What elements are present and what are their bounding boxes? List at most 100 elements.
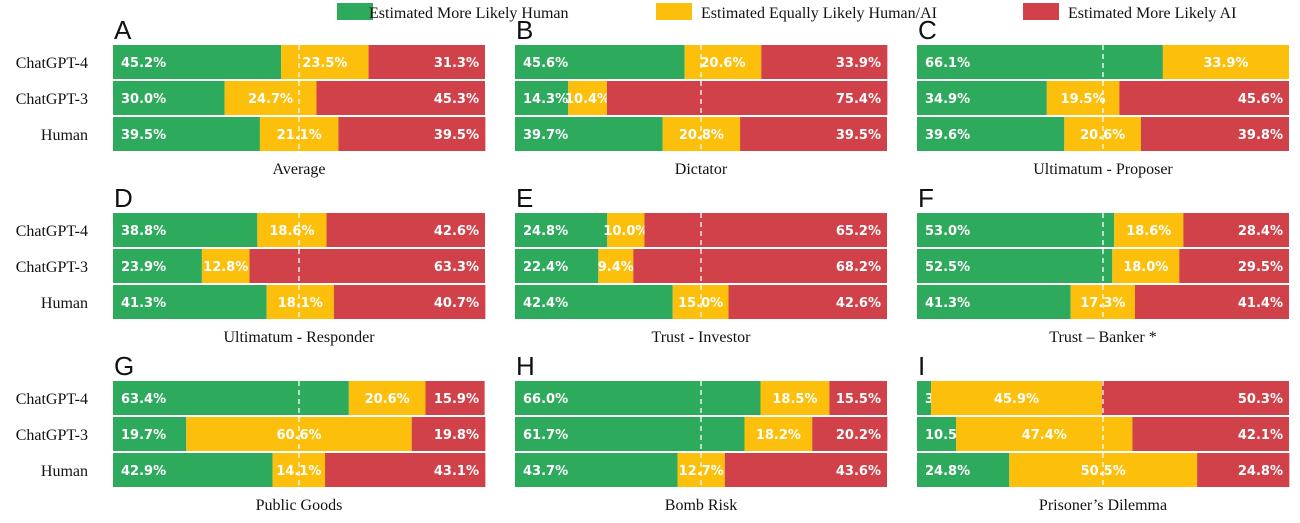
data-label-human: 41.3% <box>925 296 970 311</box>
bar-segment-ai <box>724 453 887 487</box>
data-label-ai: 65.2% <box>836 224 881 239</box>
legend-swatch-equal <box>656 3 692 20</box>
panel-i: I3.8%45.9%50.3%10.5%47.4%42.1%24.8%50.5%… <box>917 351 1290 514</box>
data-label-ai: 43.6% <box>836 464 881 479</box>
row-label: Human <box>41 295 88 312</box>
data-label-human: 14.3% <box>523 92 568 107</box>
data-label-ai: 63.3% <box>434 260 479 275</box>
bar-segment-ai <box>325 453 486 487</box>
bar-segment-ai <box>829 381 887 415</box>
data-label-ai: 33.9% <box>836 56 881 71</box>
data-label-ai: 15.9% <box>434 392 479 407</box>
bar-segment-equal <box>568 81 607 115</box>
bar-segment-ai <box>1119 81 1289 115</box>
bar-segment-human <box>515 117 663 151</box>
panel-letter: B <box>516 15 533 45</box>
panel-e: E24.8%10.0%65.2%22.4%9.4%68.2%42.4%15.0%… <box>515 183 887 346</box>
legend-item-equal: Estimated Equally Likely Human/AI <box>656 3 937 22</box>
bar-segment-human <box>113 45 282 79</box>
row-label: Human <box>41 463 88 480</box>
bar-segment-human <box>515 81 569 115</box>
panel-b: B45.6%20.6%33.9%14.3%10.4%75.4%39.7%20.8… <box>515 15 888 178</box>
bar-segment-human <box>113 249 202 283</box>
bar-segment-ai <box>316 81 485 115</box>
data-label-ai: 28.4% <box>1238 224 1283 239</box>
bar-segment-ai <box>740 117 887 151</box>
bar-segment-human <box>917 45 1163 79</box>
bar-segment-ai <box>411 417 486 451</box>
bar-segment-ai <box>1132 417 1289 451</box>
bar-segment-human <box>515 285 673 319</box>
bar-segment-ai <box>633 249 887 283</box>
bar-segment-ai <box>644 213 887 247</box>
panel-c: C66.1%33.9%34.9%19.5%45.6%39.6%20.6%39.8… <box>917 15 1289 178</box>
data-label-equal: 10.0% <box>603 224 648 239</box>
bar-segment-equal <box>201 249 250 283</box>
data-label-human: 52.5% <box>925 260 970 275</box>
bar-segment-ai <box>812 417 888 451</box>
bar-segment-human <box>515 213 608 247</box>
bar-segment-equal <box>1112 249 1180 283</box>
data-label-ai: 29.5% <box>1238 260 1283 275</box>
panel-letter: E <box>516 183 533 213</box>
bar-segment-human <box>917 417 957 451</box>
bar-segment-human <box>917 249 1113 283</box>
bar-segment-human <box>917 81 1047 115</box>
legend-item-human: Estimated More Likely Human <box>337 3 569 22</box>
data-label-ai: 42.6% <box>836 296 881 311</box>
data-label-equal: 18.0% <box>1123 260 1168 275</box>
data-label-ai: 42.1% <box>1238 428 1283 443</box>
panel-letter: F <box>918 183 934 213</box>
data-label-ai: 40.7% <box>434 296 479 311</box>
bar-segment-human <box>917 453 1010 487</box>
row-label: ChatGPT-3 <box>16 427 88 444</box>
data-label-equal: 10.4% <box>565 92 610 107</box>
bar-segment-equal <box>598 249 634 283</box>
bar-segment-human <box>113 285 267 319</box>
data-label-equal: 20.6% <box>700 56 745 71</box>
data-label-ai: 41.4% <box>1238 296 1283 311</box>
row-label: ChatGPT-3 <box>16 91 88 108</box>
row-label: Human <box>41 127 88 144</box>
data-label-ai: 20.2% <box>836 428 881 443</box>
bar-segment-equal <box>281 45 369 79</box>
panel-title: Ultimatum - Proposer <box>1033 161 1173 178</box>
data-label-ai: 50.3% <box>1238 392 1283 407</box>
data-label-ai: 43.1% <box>434 464 479 479</box>
bar-segment-human <box>515 453 678 487</box>
panel-letter: H <box>516 351 535 381</box>
data-label-ai: 39.5% <box>836 128 881 143</box>
panel-d: D ChatGPT-4 38.8% 18.6% 42.6% ChatGPT-3 23.9% 1… <box>16 183 486 346</box>
data-label-equal: 19.5% <box>1061 92 1106 107</box>
bar-segment-human <box>113 417 187 451</box>
data-label-human: 66.1% <box>925 56 970 71</box>
data-label-equal: 23.5% <box>302 56 347 71</box>
panel-title: Public Goods <box>256 497 343 514</box>
bar-segment-ai <box>1101 381 1289 415</box>
bar-segment-human <box>113 81 225 115</box>
bar-segment-equal <box>348 381 426 415</box>
bar-segment-ai <box>1140 117 1289 151</box>
data-label-ai: 39.8% <box>1238 128 1283 143</box>
bar-segment-ai <box>333 285 486 319</box>
bar-segment-ai <box>338 117 486 151</box>
data-label-human: 30.0% <box>121 92 166 107</box>
bar-segment-human <box>515 417 745 451</box>
data-label-human: 23.9% <box>121 260 166 275</box>
data-label-human: 42.4% <box>523 296 568 311</box>
bar-segment-ai <box>1134 285 1289 319</box>
data-label-equal: 33.9% <box>1203 56 1248 71</box>
data-label-human: 53.0% <box>925 224 970 239</box>
legend-item-ai: Estimated More Likely AI <box>1023 3 1236 22</box>
bar-segment-ai <box>1179 249 1289 283</box>
data-label-human: 66.0% <box>523 392 568 407</box>
bar-segment-human <box>917 381 932 415</box>
panel-f: F53.0% 18.6% 28.4%52.5% 18.0% 29.5%41.3% 17.3… <box>917 183 1289 346</box>
bar-segment-equal <box>257 213 327 247</box>
data-label-equal: 47.4% <box>1022 428 1067 443</box>
panel-letter: D <box>114 183 133 213</box>
data-label-ai: 24.8% <box>1238 464 1283 479</box>
data-label-equal: 20.6% <box>365 392 410 407</box>
panel-letter: I <box>918 351 925 381</box>
